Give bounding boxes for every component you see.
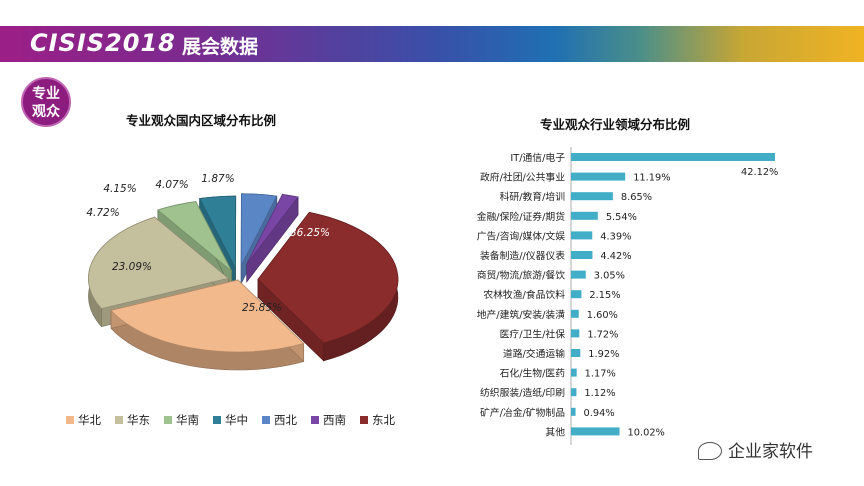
bar-category-label: 矿产/冶金/矿物制品 [480,406,565,419]
header-banner: CISIS2018 展会数据 [0,26,864,62]
wechat-icon [698,442,722,460]
brand-logo: CISIS2018 [30,29,176,57]
bar-7 [571,290,582,299]
pie-chart-title: 专业观众国内区域分布比例 [126,113,277,128]
pie-slice-华南 [157,201,233,272]
bar-value-label: 0.94% [584,408,615,419]
bar-category-label: 广告/咨询/媒体/文娱 [477,229,565,242]
pie-label-华中: 4.15% [103,183,136,195]
legend-label-西北: 西北 [274,413,297,427]
legend-swatch-西南 [311,416,319,424]
bar-category-label: 装备制造//仪器仪表 [480,249,565,262]
bar-13 [571,407,576,416]
legend-swatch-华中 [213,416,221,424]
bar-chart-title: 专业观众行业领域分布比例 [540,117,691,132]
bar-11 [571,368,577,377]
bar-category-label: 石化/生物/医药 [500,367,566,380]
bar-value-label: 4.42% [600,251,631,262]
bar-value-label: 11.19% [633,173,670,184]
legend-label-华中: 华中 [225,413,248,427]
bar-9 [571,329,580,338]
bar-category-label: 科研/教育/培训 [500,190,566,203]
bar-value-label: 1.60% [587,310,618,321]
bar-12 [571,388,577,397]
bar-category-label: 农林牧渔/食品饮料 [483,288,565,301]
bar-value-label: 2.15% [589,290,620,301]
legend-swatch-西北 [262,416,270,424]
legend-swatch-华东 [115,416,123,424]
bar-value-label: 8.65% [621,192,652,203]
bar-category-label: 医疗/卫生/社保 [500,327,566,340]
pie-slice-华中 [199,195,237,269]
bar-value-label: 1.12% [584,388,615,399]
bar-category-label: 地产/建筑/安装/装潢 [477,308,565,321]
bar-5 [571,251,593,259]
bar-category-label: 道路/交通运输 [503,347,565,360]
legend-label-华东: 华东 [127,413,150,427]
bar-value-label: 4.39% [600,231,631,242]
pie-slice-西北 [240,193,278,266]
legend-label-西南: 西南 [323,413,346,427]
watermark-text: 企业家软件 [728,442,813,462]
pie-slice-华北 [110,279,305,353]
pie-label-华北: 25.85% [242,302,282,314]
legend-label-华北: 华北 [78,413,101,427]
legend-swatch-华北 [66,416,74,424]
bar-value-label: 42.12% [741,167,778,178]
legend-label-华南: 华南 [176,413,199,427]
legend-label-东北: 东北 [372,413,395,427]
bar-category-label: 商贸/物流/旅游/餐饮 [477,269,565,282]
bar-value-label: 10.02% [628,427,665,438]
bar-category-label: 金融/保险/证券/期货 [477,210,565,223]
bar-category-label: IT/通信/电子 [510,151,565,164]
page-title: 展会数据 [182,36,259,58]
bar-4 [571,231,593,240]
bar-category-label: 政府/社团/公共事业 [480,171,565,184]
legend-swatch-华南 [164,416,172,424]
bar-8 [571,309,579,318]
bar-2 [571,192,613,201]
bar-0 [571,153,775,161]
bar-14 [571,427,620,436]
pie-label-西南: 1.87% [201,173,234,185]
bar-value-label: 1.72% [587,329,618,340]
badge-line1: 专业 [32,86,60,102]
bar-category-label: 其他 [545,425,565,438]
pie-label-西北: 4.07% [155,179,188,191]
pie-slice-东北 [257,211,399,344]
pie-slice-西南 [246,193,299,265]
badge-line2: 观众 [32,104,60,120]
pie-label-华东: 23.09% [112,261,152,273]
bar-10 [571,349,581,357]
bar-value-label: 5.54% [606,212,637,223]
bar-6 [571,270,586,279]
bar-category-label: 纺织服装/造纸/印刷 [480,386,565,399]
bar-value-label: 1.92% [588,349,619,360]
bar-1 [571,172,626,181]
pie-label-东北: 36.25% [290,227,330,239]
pie-slice-华东 [88,216,230,310]
legend-swatch-东北 [360,416,368,424]
pie-label-华南: 4.72% [86,207,119,219]
bar-3 [571,211,598,220]
bar-value-label: 1.17% [585,369,616,380]
section-badge: 专业 观众 [21,77,71,127]
watermark: 企业家软件 [698,437,813,462]
bar-value-label: 3.05% [594,271,625,282]
